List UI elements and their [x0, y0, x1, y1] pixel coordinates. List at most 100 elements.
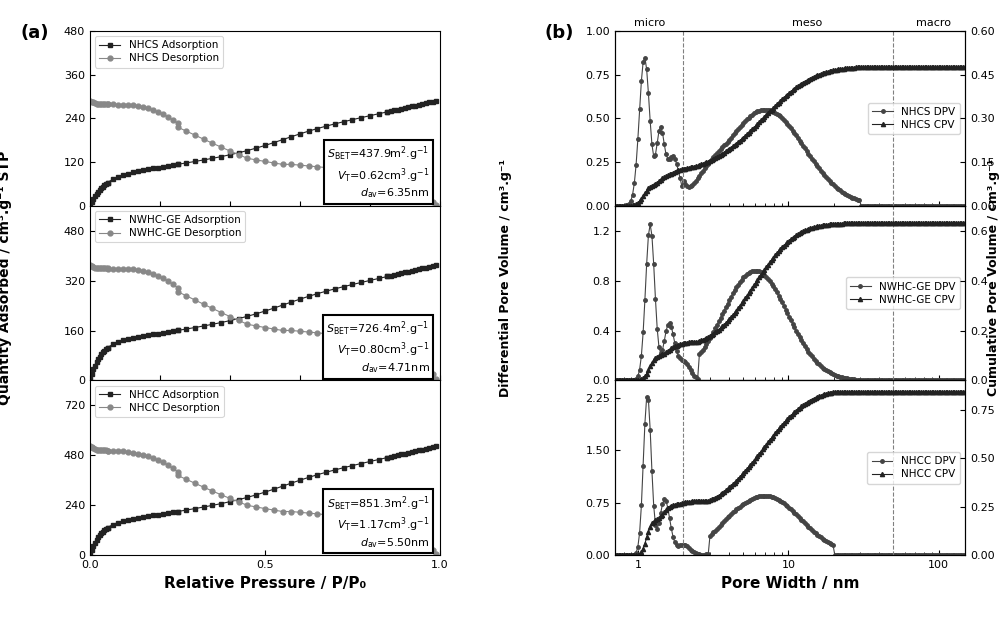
NHCS CPV: [609, 202, 621, 209]
NHCS DPV: [676, 182, 688, 189]
Text: micro: micro: [634, 19, 666, 28]
NHCS Desorption: [276, 160, 289, 168]
Line: NHCC DPV: NHCC DPV: [613, 395, 967, 557]
NHCC CPV: [609, 552, 621, 559]
Text: $S_{\rm BET}$=851.3m$^2$.g$^{-1}$
$V_{\rm T}$=1.17cm$^3$.g$^{-1}$
$d_{\rm av}$=5: $S_{\rm BET}$=851.3m$^2$.g$^{-1}$ $V_{\r…: [327, 494, 429, 550]
NWHC-GE Desorption: [122, 265, 134, 273]
NHCC DPV: [704, 532, 716, 539]
NWHC-GE DPV: [676, 356, 688, 363]
Text: meso: meso: [792, 19, 823, 28]
NHCS DPV: [639, 54, 651, 61]
NHCS Adsorption: [116, 172, 128, 179]
NHCC Desorption: [91, 446, 103, 453]
NHCS Adsorption: [430, 97, 442, 104]
Line: NHCC CPV: NHCC CPV: [613, 390, 967, 557]
NHCS CPV: [630, 201, 642, 208]
Text: Quantity Adsorbed / cm³.g⁻¹ STP: Quantity Adsorbed / cm³.g⁻¹ STP: [0, 151, 12, 405]
NWHC-GE Adsorption: [198, 322, 210, 329]
NWHC-GE Desorption: [395, 346, 408, 353]
NHCS Desorption: [122, 101, 134, 109]
NHCC Adsorption: [373, 456, 385, 463]
NWHC-GE DPV: [644, 221, 656, 228]
NHCS CPV: [931, 64, 943, 71]
NHCS DPV: [959, 202, 971, 209]
NHCS DPV: [704, 158, 716, 165]
NWHC-GE Adsorption: [172, 327, 184, 334]
NWHC-GE CPV: [630, 377, 642, 384]
NHCC CPV: [630, 552, 642, 559]
NHCC Adsorption: [100, 525, 112, 532]
NHCC CPV: [702, 497, 714, 505]
NWHC-GE Adsorption: [100, 346, 112, 353]
NHCC Adsorption: [430, 442, 442, 450]
NWHC-GE DPV: [959, 377, 971, 384]
NWHC-GE Adsorption: [116, 337, 128, 344]
Line: NHCS Desorption: NHCS Desorption: [88, 99, 439, 207]
NHCC Desorption: [84, 442, 96, 450]
NHCS CPV: [959, 64, 971, 71]
Line: NWHC-GE DPV: NWHC-GE DPV: [613, 223, 967, 382]
Line: NHCC Desorption: NHCC Desorption: [88, 444, 439, 557]
NWHC-GE CPV: [702, 333, 714, 341]
Text: (a): (a): [20, 24, 49, 42]
Text: (b): (b): [545, 24, 574, 42]
NWHC-GE Desorption: [250, 322, 262, 329]
NHCS Desorption: [395, 180, 408, 188]
Text: $S_{\rm BET}$=437.9m$^2$.g$^{-1}$
$V_{\rm T}$=0.62cm$^3$.g$^{-1}$
$d_{\rm av}$=6: $S_{\rm BET}$=437.9m$^2$.g$^{-1}$ $V_{\r…: [327, 145, 429, 201]
NHCS Adsorption: [100, 180, 112, 188]
NHCS CPV: [674, 166, 686, 173]
NHCC DPV: [959, 552, 971, 559]
NWHC-GE DPV: [704, 334, 716, 342]
Legend: NHCS DPV, NHCS CPV: NHCS DPV, NHCS CPV: [868, 102, 960, 134]
NHCC DPV: [623, 552, 635, 559]
NHCS DPV: [943, 202, 955, 209]
Line: NHCS CPV: NHCS CPV: [613, 65, 967, 208]
NHCC Desorption: [122, 448, 134, 455]
NHCC DPV: [641, 393, 653, 400]
NHCS Adsorption: [198, 156, 210, 164]
Text: $S_{\rm BET}$=726.4m$^2$.g$^{-1}$
$V_{\rm T}$=0.80cm$^3$.g$^{-1}$
$d_{\rm av}$=4: $S_{\rm BET}$=726.4m$^2$.g$^{-1}$ $V_{\r…: [326, 320, 429, 375]
Line: NHCS Adsorption: NHCS Adsorption: [88, 99, 439, 207]
X-axis label: Relative Pressure / P/P₀: Relative Pressure / P/P₀: [164, 576, 366, 590]
Legend: NHCC DPV, NHCC CPV: NHCC DPV, NHCC CPV: [867, 452, 960, 484]
Line: NWHC-GE Desorption: NWHC-GE Desorption: [88, 263, 439, 382]
NHCC DPV: [630, 549, 642, 557]
NHCC Desorption: [395, 525, 408, 532]
NHCC DPV: [676, 541, 688, 549]
NHCS DPV: [609, 202, 621, 209]
NHCC DPV: [931, 552, 943, 559]
NHCC Adsorption: [84, 550, 96, 558]
NWHC-GE CPV: [853, 220, 865, 227]
NWHC-GE DPV: [933, 377, 945, 384]
NWHC-GE CPV: [943, 220, 955, 227]
NWHC-GE Desorption: [91, 265, 103, 272]
NHCS Desorption: [250, 156, 262, 164]
NHCC Adsorption: [116, 518, 128, 525]
Line: NHCS DPV: NHCS DPV: [613, 56, 967, 207]
Legend: NWHC-GE Adsorption, NWHC-GE Desorption: NWHC-GE Adsorption, NWHC-GE Desorption: [95, 211, 245, 242]
Text: Differential Pore Volume / cm³.g⁻¹: Differential Pore Volume / cm³.g⁻¹: [498, 159, 512, 397]
Legend: NHCC Adsorption, NHCC Desorption: NHCC Adsorption, NHCC Desorption: [95, 386, 224, 417]
NHCC Adsorption: [198, 503, 210, 511]
NHCS Desorption: [430, 201, 442, 209]
NWHC-GE DPV: [630, 375, 642, 383]
NHCS CPV: [943, 64, 955, 71]
NHCC CPV: [674, 500, 686, 507]
NWHC-GE Desorption: [430, 376, 442, 383]
Line: NWHC-GE Adsorption: NWHC-GE Adsorption: [88, 263, 439, 381]
NHCS Adsorption: [373, 110, 385, 117]
NHCS Desorption: [84, 97, 96, 104]
NWHC-GE Desorption: [84, 262, 96, 269]
NWHC-GE Desorption: [276, 327, 289, 334]
NHCC Desorption: [430, 550, 442, 558]
NWHC-GE DPV: [623, 377, 635, 384]
NHCS Adsorption: [84, 201, 96, 209]
Line: NWHC-GE CPV: NWHC-GE CPV: [613, 221, 967, 383]
NHCC Desorption: [381, 518, 393, 525]
NHCC Adsorption: [416, 446, 428, 453]
NHCS Adsorption: [416, 101, 428, 108]
NHCC Desorption: [250, 503, 262, 511]
NWHC-GE Adsorption: [416, 265, 428, 272]
NWHC-GE CPV: [623, 377, 635, 384]
X-axis label: Pore Width / nm: Pore Width / nm: [721, 576, 859, 590]
